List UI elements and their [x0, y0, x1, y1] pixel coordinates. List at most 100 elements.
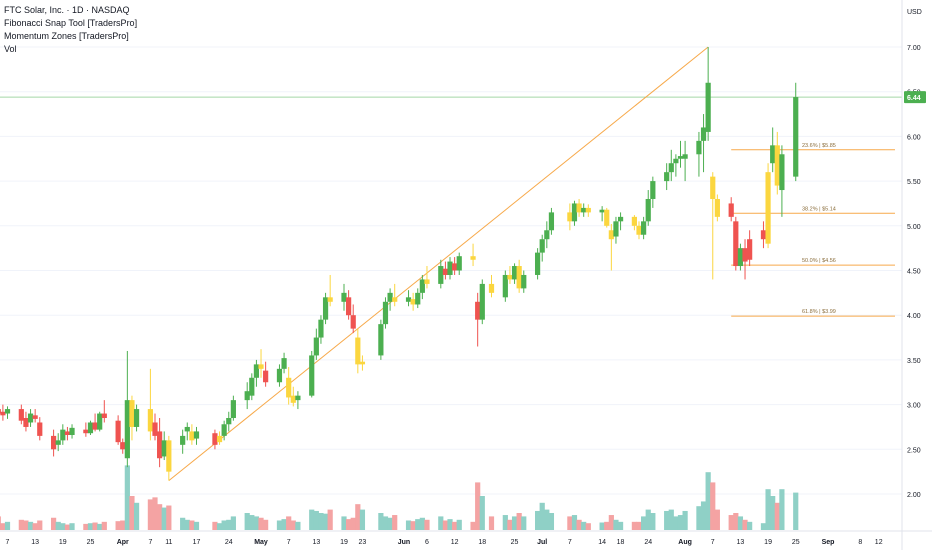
- volume-bar: [60, 523, 66, 530]
- volume-bar: [733, 513, 739, 530]
- time-tick-label: 7: [148, 539, 152, 546]
- candle-body: [700, 127, 707, 141]
- candle-body: [152, 422, 158, 436]
- candle-body: [447, 261, 453, 275]
- candle-body: [322, 297, 329, 320]
- candle-body: [617, 216, 624, 222]
- current-price-badge: [904, 91, 926, 104]
- candle-body: [534, 252, 541, 275]
- volume-bar: [682, 510, 688, 530]
- volume-bar: [129, 496, 135, 530]
- candle-body: [69, 427, 75, 435]
- volume-bar: [4, 521, 11, 530]
- candle-body: [50, 435, 57, 450]
- time-tick-label: 13: [312, 539, 320, 546]
- candle-body: [405, 297, 412, 302]
- candle-body: [180, 435, 186, 445]
- time-tick-label: 8: [858, 539, 862, 546]
- volume-bar: [216, 523, 223, 530]
- volume-bar: [244, 513, 250, 530]
- volume-bar: [793, 492, 799, 530]
- candle-body: [166, 440, 172, 472]
- volume-bar: [737, 516, 744, 530]
- candle-body: [521, 274, 527, 289]
- volume-bar: [534, 510, 541, 530]
- volume-bar: [346, 519, 352, 530]
- candle-body: [548, 212, 555, 231]
- indicator-volume[interactable]: Vol: [4, 44, 17, 54]
- volume-bar: [226, 519, 232, 530]
- time-tick-label: 18: [478, 539, 486, 546]
- candle-body: [631, 216, 637, 226]
- volume-bar: [696, 506, 702, 530]
- volume-bar: [410, 521, 416, 530]
- volume-bar: [641, 516, 647, 530]
- indicator-fibonacci[interactable]: Fibonacci Snap Tool [TradersPro]: [4, 18, 138, 28]
- candle-body: [581, 207, 587, 213]
- candle-body: [37, 422, 43, 436]
- candle-body: [544, 230, 550, 240]
- candle-body: [419, 279, 425, 293]
- candle-body: [193, 431, 200, 439]
- indicator-momentum-zones[interactable]: Momentum Zones [TradersPro]: [4, 31, 129, 41]
- volume-bar: [747, 521, 753, 530]
- candle-body: [696, 140, 702, 155]
- time-tick-label: 19: [59, 539, 67, 546]
- candle-body: [230, 400, 236, 419]
- candle-body: [599, 209, 605, 213]
- volume-bar: [221, 520, 227, 530]
- volume-bar: [50, 517, 57, 530]
- candle-body: [18, 409, 24, 421]
- fib-level-label: 23.6% | $5.85: [802, 143, 836, 149]
- time-tick-label: Jul: [537, 539, 547, 546]
- volume-bar: [456, 519, 462, 530]
- volume-bar: [382, 516, 389, 530]
- trendline: [168, 46, 709, 481]
- candle-body: [253, 364, 260, 378]
- volume-bar: [281, 519, 287, 530]
- price-tick-label: 4.50: [907, 269, 921, 276]
- candle-body: [456, 256, 462, 271]
- volume-bar: [87, 523, 94, 530]
- candle-body: [221, 424, 227, 436]
- candle-body: [184, 426, 190, 432]
- candle-body: [737, 248, 744, 267]
- candle-body: [682, 154, 688, 159]
- candle-body: [341, 292, 347, 302]
- volume-bar: [774, 502, 780, 530]
- volume-bar: [387, 517, 393, 530]
- candle-body: [507, 274, 513, 280]
- volume-bar: [69, 523, 75, 530]
- volume-bar: [83, 523, 89, 530]
- candle-body: [281, 358, 287, 369]
- candle-body: [645, 198, 651, 222]
- price-tick-label: 5.00: [907, 224, 921, 231]
- time-tick-label: 25: [792, 539, 800, 546]
- volume-bar: [631, 521, 637, 530]
- time-tick-label: 24: [644, 539, 652, 546]
- volume-bar: [581, 521, 587, 530]
- volume-bar: [677, 515, 684, 530]
- candle-body: [511, 266, 518, 280]
- candle-body: [286, 377, 292, 398]
- volume-bar: [419, 517, 425, 530]
- fib-level-label: 50.0% | $4.56: [802, 258, 836, 264]
- volume-bar: [710, 482, 716, 530]
- candle-body: [249, 377, 255, 396]
- volume-bar: [318, 513, 324, 530]
- candle-body: [664, 172, 670, 182]
- time-tick-label: Jun: [398, 539, 410, 546]
- candle-body: [387, 292, 393, 302]
- candle-body: [226, 418, 232, 425]
- candle-body: [765, 172, 771, 244]
- candle-body: [189, 431, 195, 441]
- current-price-label: 6.44: [907, 95, 921, 102]
- candle-body: [576, 203, 582, 213]
- time-tick-label: 12: [451, 539, 459, 546]
- candle-body: [120, 442, 126, 450]
- candle-body: [244, 391, 250, 401]
- candle-body: [608, 230, 614, 240]
- volume-bar: [355, 504, 361, 530]
- volume-bar: [452, 521, 458, 530]
